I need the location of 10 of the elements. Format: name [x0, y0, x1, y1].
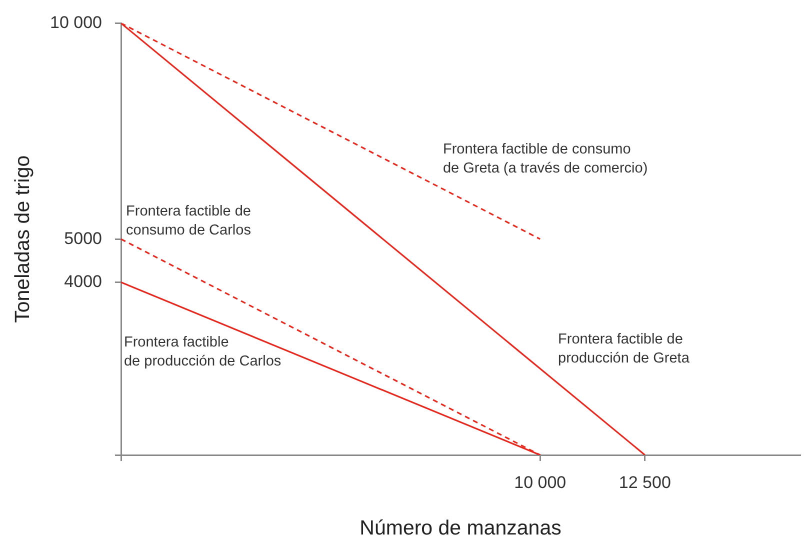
- series-label: Frontera factible de producción de Carlos: [124, 334, 282, 370]
- y-tick-label: 10 000: [50, 12, 102, 32]
- x-axis-title: Número de manzanas: [360, 516, 562, 540]
- series-label: Frontera factible de producción de Greta: [558, 332, 690, 367]
- y-tick-label: 5000: [64, 228, 102, 248]
- y-tick-label: 4000: [64, 272, 102, 291]
- series-label: Frontera factible de consumo de Greta (a través de comercio): [442, 141, 648, 176]
- x-tick-label: 12 500: [618, 472, 671, 492]
- y-axis-title: Toneladas de trigo: [10, 155, 34, 323]
- series-label: Frontera factible de consumo de Carlos: [126, 203, 251, 238]
